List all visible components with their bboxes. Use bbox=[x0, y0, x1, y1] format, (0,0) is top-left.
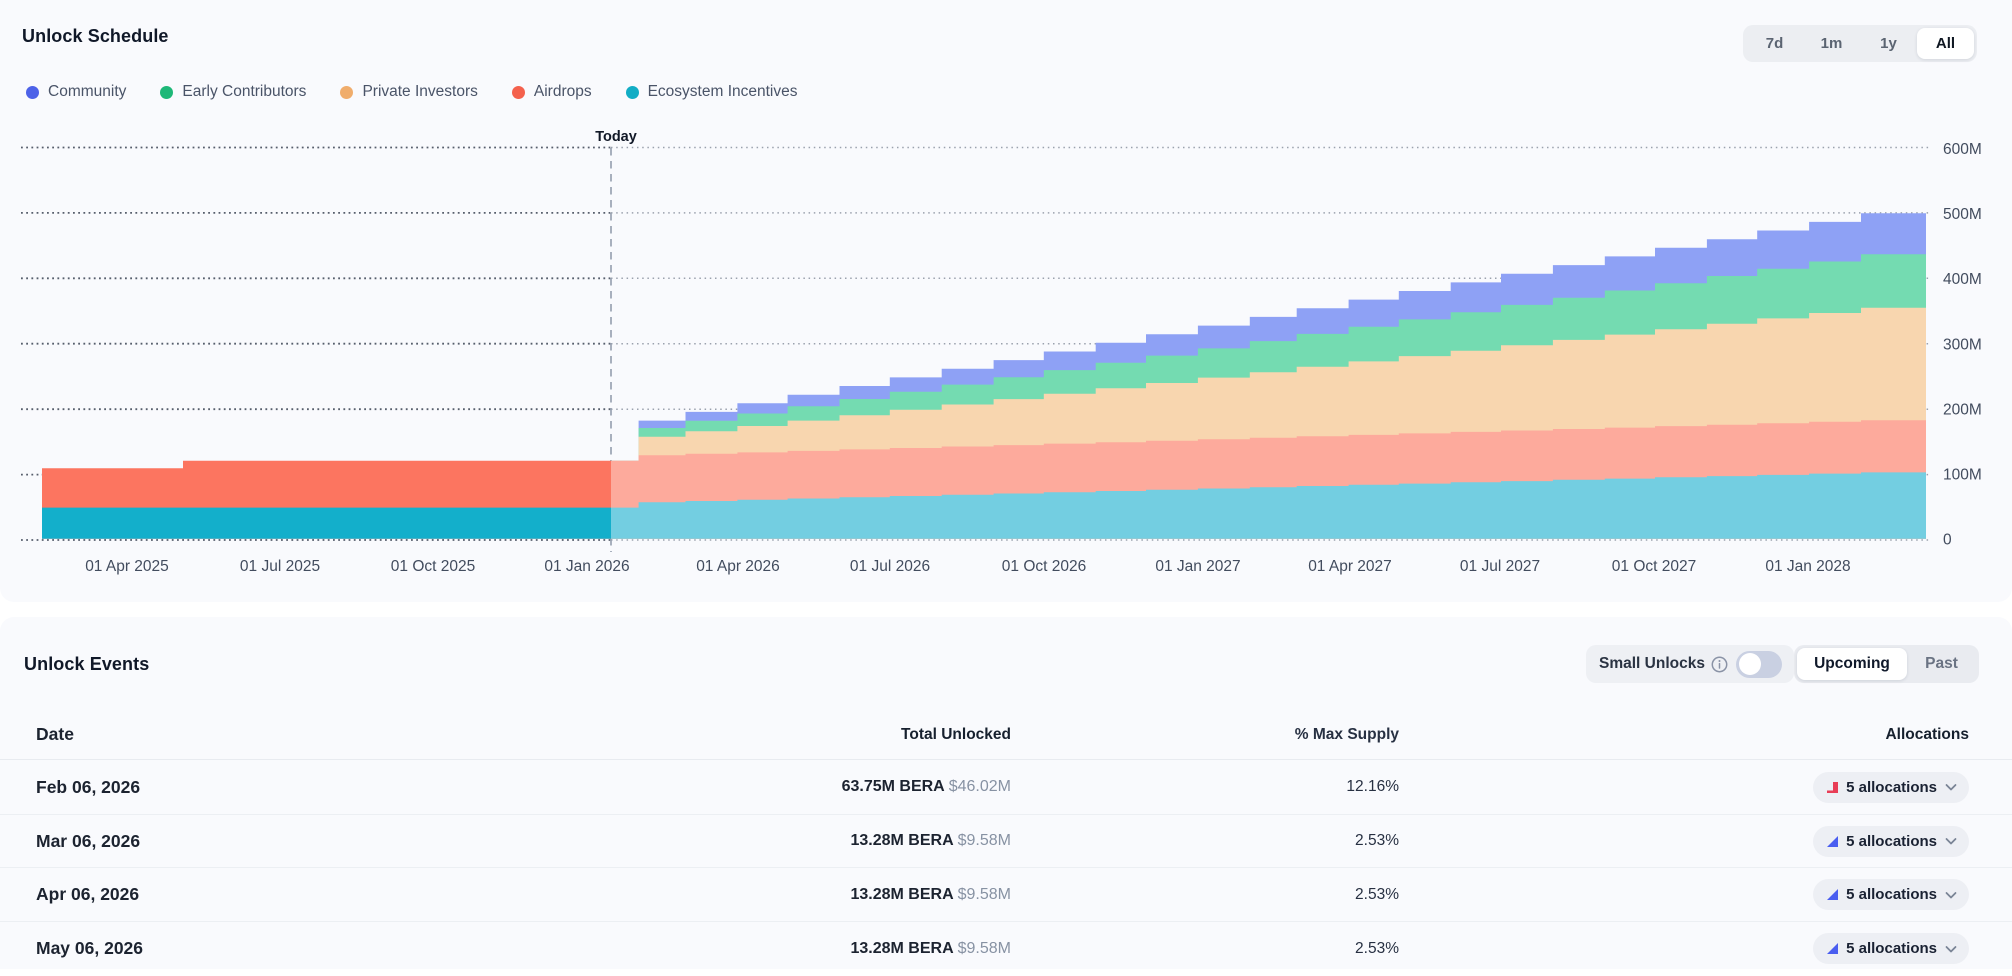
svg-text:01 Apr 2025: 01 Apr 2025 bbox=[85, 558, 169, 575]
svg-text:Today: Today bbox=[595, 129, 637, 145]
svg-text:100M: 100M bbox=[1943, 466, 1982, 483]
svg-text:01 Oct 2027: 01 Oct 2027 bbox=[1612, 558, 1696, 575]
svg-text:01 Jul 2026: 01 Jul 2026 bbox=[850, 558, 930, 575]
svg-text:01 Apr 2026: 01 Apr 2026 bbox=[696, 558, 780, 575]
svg-text:01 Jan 2027: 01 Jan 2027 bbox=[1155, 558, 1240, 575]
svg-text:500M: 500M bbox=[1943, 206, 1982, 223]
svg-text:01 Oct 2025: 01 Oct 2025 bbox=[391, 558, 475, 575]
svg-text:300M: 300M bbox=[1943, 336, 1982, 353]
svg-text:01 Jan 2028: 01 Jan 2028 bbox=[1765, 558, 1850, 575]
svg-text:01 Apr 2027: 01 Apr 2027 bbox=[1308, 558, 1392, 575]
svg-text:01 Jul 2025: 01 Jul 2025 bbox=[240, 558, 320, 575]
svg-text:01 Oct 2026: 01 Oct 2026 bbox=[1002, 558, 1086, 575]
svg-text:01 Jan 2026: 01 Jan 2026 bbox=[544, 558, 629, 575]
svg-text:200M: 200M bbox=[1943, 401, 1982, 418]
svg-text:01 Jul 2027: 01 Jul 2027 bbox=[1460, 558, 1540, 575]
svg-text:0: 0 bbox=[1943, 532, 1952, 549]
svg-text:400M: 400M bbox=[1943, 271, 1982, 288]
svg-text:600M: 600M bbox=[1943, 141, 1982, 158]
